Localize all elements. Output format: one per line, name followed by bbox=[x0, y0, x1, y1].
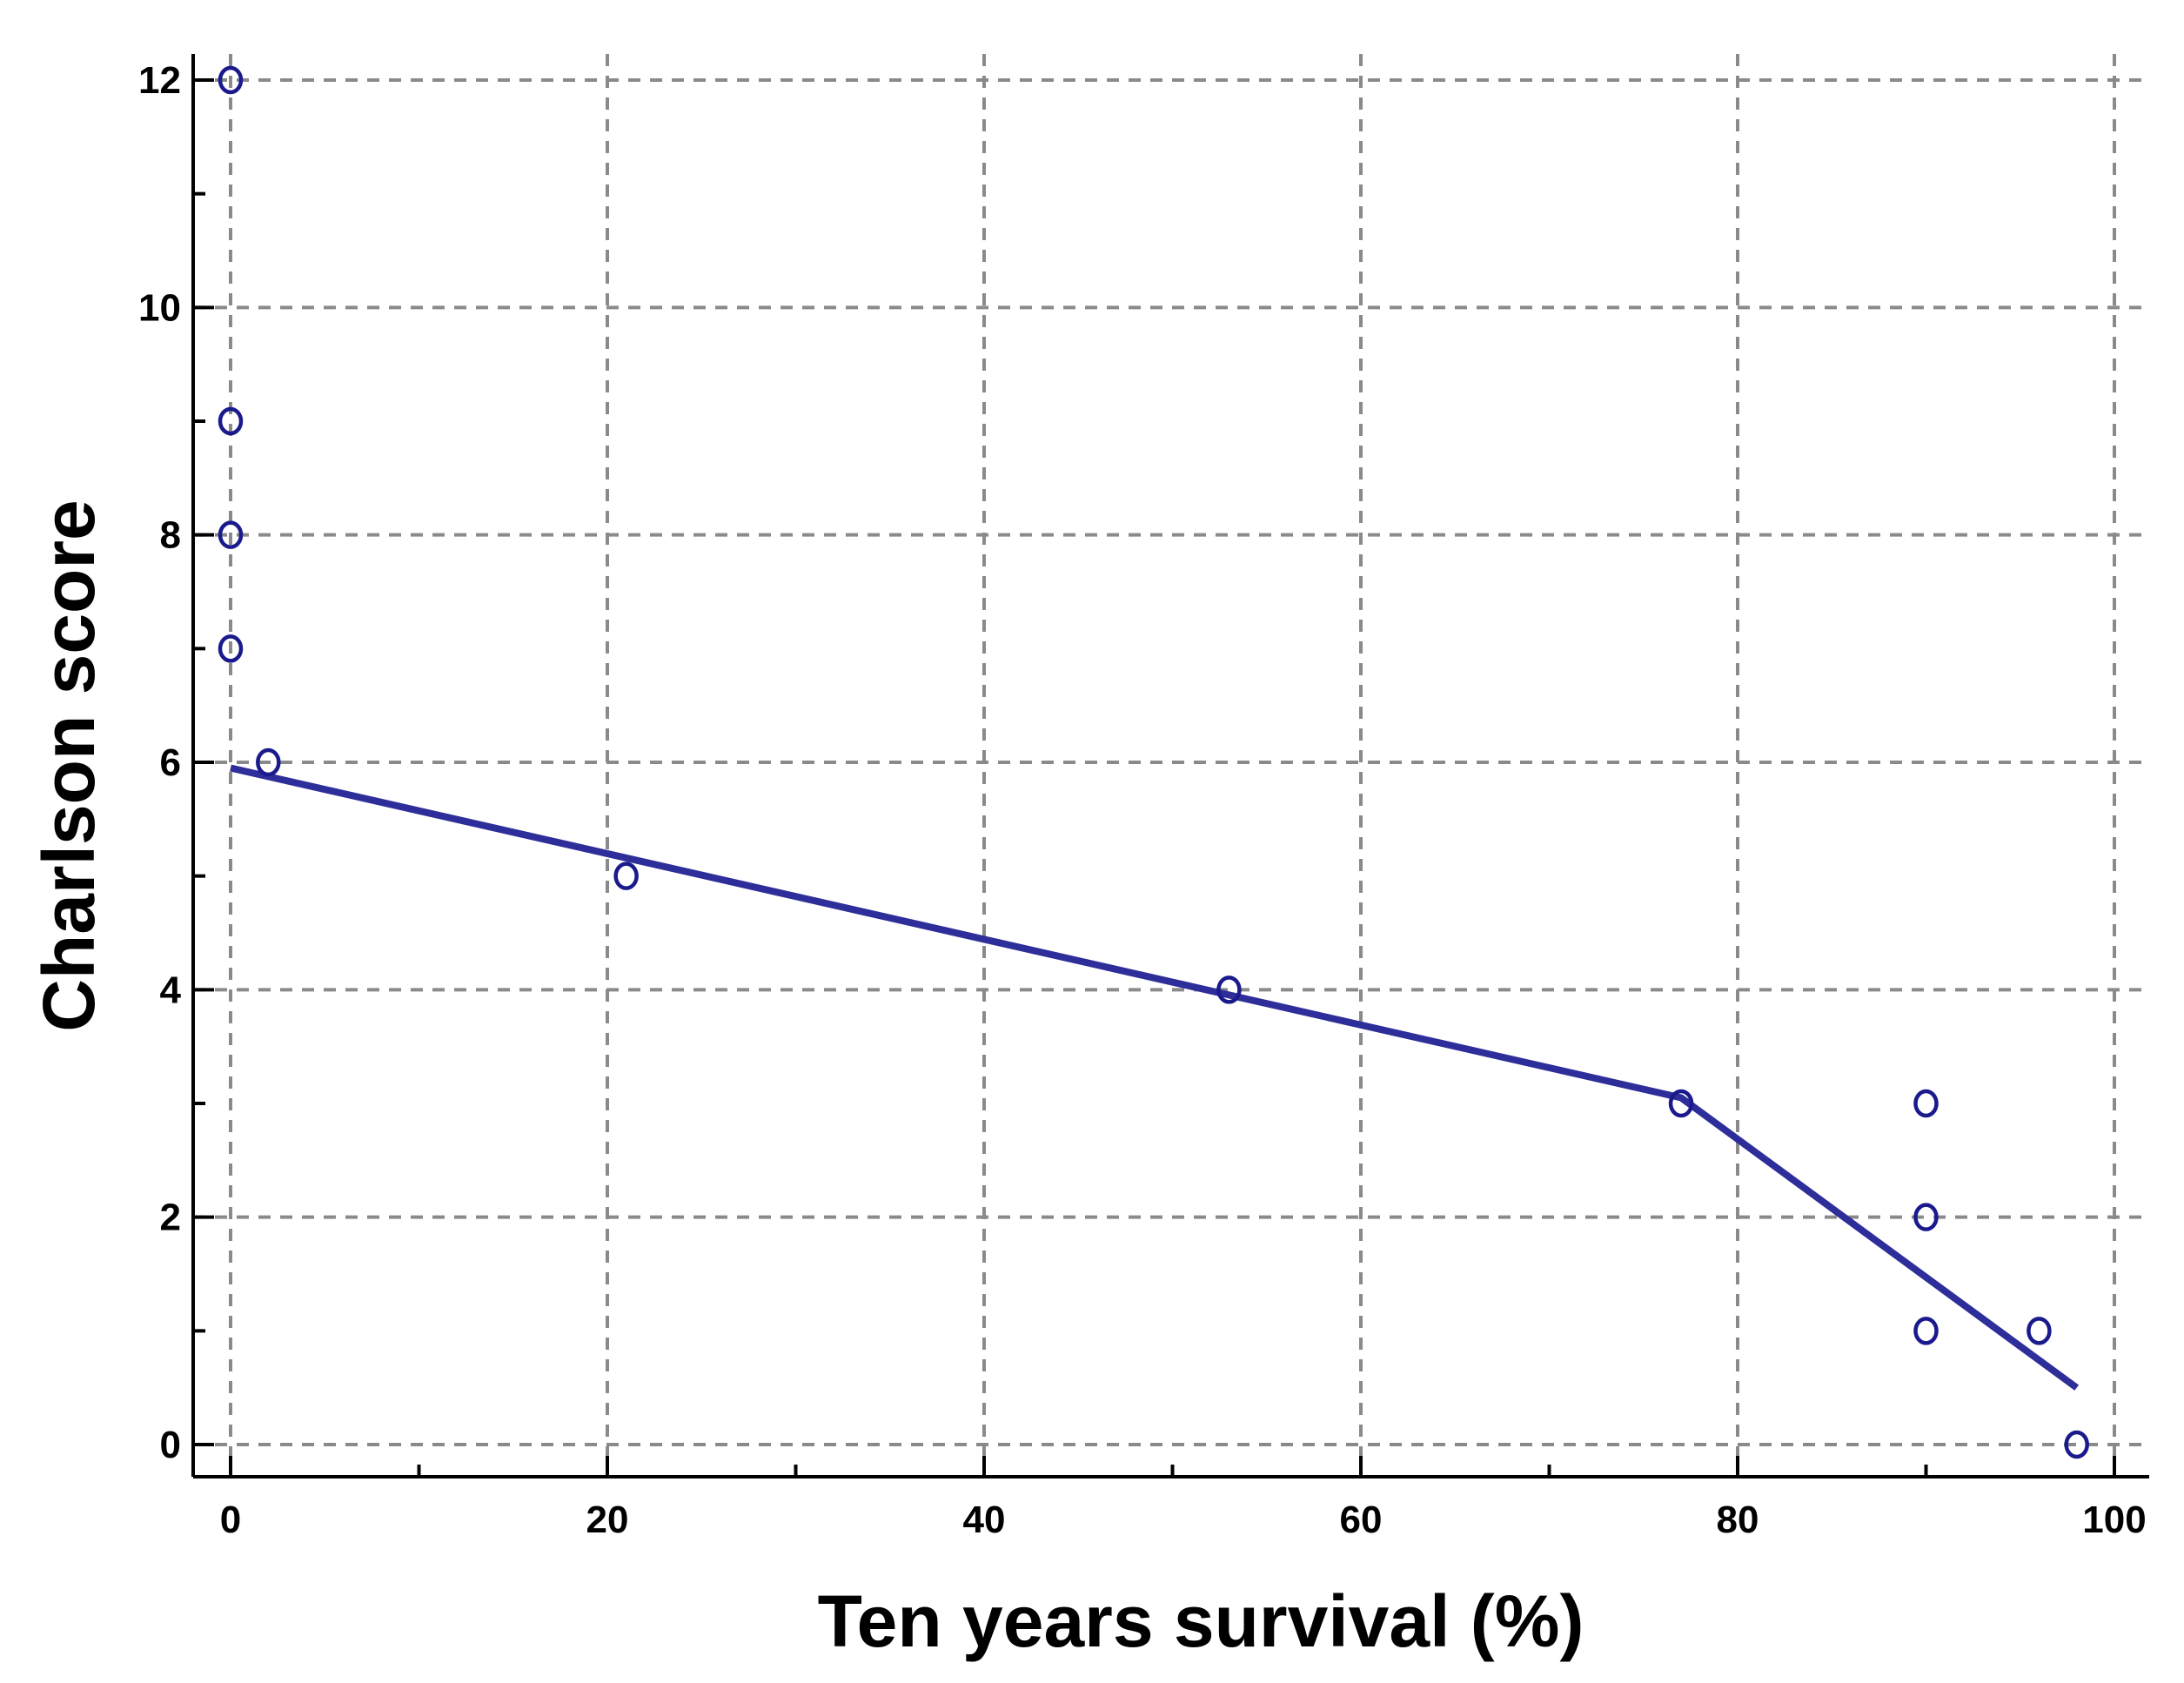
y-tick-labels: 0 2 4 6 8 10 12 bbox=[138, 59, 181, 1466]
data-point bbox=[1216, 976, 1242, 1004]
axes bbox=[191, 54, 2149, 1478]
data-points bbox=[218, 65, 2089, 1459]
x-tick-label: 60 bbox=[1340, 1499, 1383, 1541]
data-point bbox=[218, 634, 244, 663]
fit-line-layer bbox=[230, 764, 2080, 1391]
y-tick-label: 4 bbox=[160, 969, 182, 1011]
data-point bbox=[1913, 1317, 1939, 1345]
fit-line bbox=[230, 764, 2080, 1391]
y-tick-label: 0 bbox=[160, 1424, 181, 1466]
data-point bbox=[1913, 1203, 1939, 1231]
data-point bbox=[218, 520, 244, 549]
y-tick-label: 2 bbox=[160, 1197, 181, 1239]
x-tick-label: 0 bbox=[220, 1499, 241, 1541]
x-tick-label: 100 bbox=[2082, 1499, 2146, 1541]
y-tick-label: 12 bbox=[138, 59, 181, 102]
data-point bbox=[2027, 1317, 2052, 1345]
data-point bbox=[1913, 1089, 1939, 1118]
x-axis-title: Ten years survival (%) bbox=[818, 1580, 1584, 1662]
data-point bbox=[1668, 1089, 1694, 1118]
y-tick-label: 10 bbox=[138, 286, 181, 329]
x-tick-labels: 0 20 40 60 80 100 bbox=[220, 1499, 2147, 1541]
data-point bbox=[613, 862, 639, 890]
y-axis-title: Charlson score bbox=[28, 500, 110, 1032]
y-tick-label: 8 bbox=[160, 514, 181, 557]
y-tick-label: 6 bbox=[160, 741, 181, 784]
x-tick-label: 40 bbox=[963, 1499, 1006, 1541]
grid bbox=[193, 54, 2149, 1477]
data-point bbox=[218, 406, 244, 436]
data-point bbox=[256, 748, 281, 777]
data-point bbox=[2064, 1430, 2089, 1459]
x-tick-label: 80 bbox=[1717, 1499, 1759, 1541]
x-tick-label: 20 bbox=[586, 1499, 629, 1541]
data-point bbox=[218, 65, 244, 95]
